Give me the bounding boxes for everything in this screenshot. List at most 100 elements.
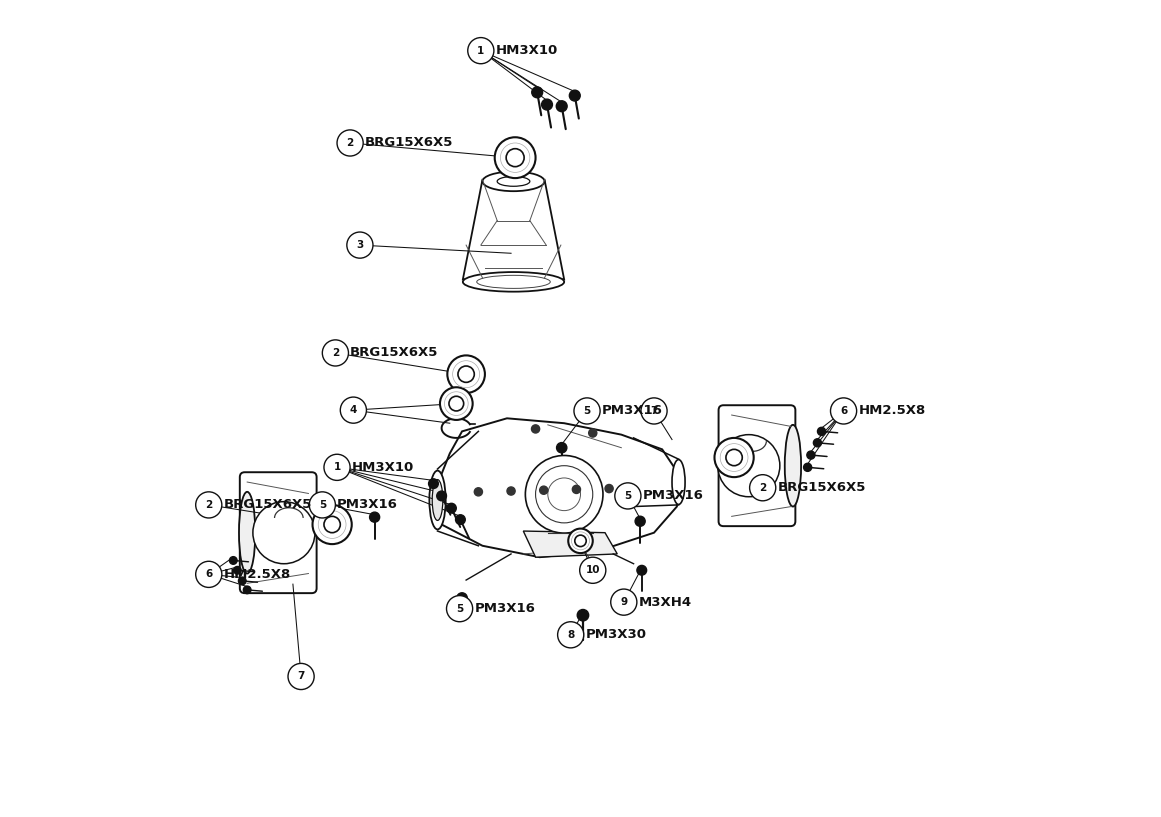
Text: PM3X16: PM3X16 [475,602,535,615]
Circle shape [556,443,567,453]
Circle shape [233,566,241,574]
Text: 1: 1 [477,46,484,56]
Circle shape [577,609,589,621]
Circle shape [541,99,553,110]
Circle shape [726,449,742,466]
Text: 2: 2 [759,483,766,493]
Circle shape [556,100,567,112]
Circle shape [347,232,373,258]
Ellipse shape [672,459,685,504]
Circle shape [532,425,540,433]
Text: BRG15X6X5: BRG15X6X5 [778,481,866,494]
Ellipse shape [785,425,801,507]
Circle shape [337,130,363,156]
Text: BRG15X6X5: BRG15X6X5 [223,498,312,511]
Circle shape [750,475,776,501]
Circle shape [196,561,222,587]
Circle shape [579,557,606,583]
Circle shape [495,137,535,178]
Polygon shape [463,180,564,279]
Circle shape [568,529,593,553]
Circle shape [589,429,597,437]
Text: BRG15X6X5: BRG15X6X5 [365,136,453,150]
Text: PM3X16: PM3X16 [337,498,398,511]
Circle shape [468,38,493,64]
Ellipse shape [432,480,442,520]
Circle shape [635,516,646,526]
Ellipse shape [463,272,564,292]
Text: PM3X16: PM3X16 [642,489,704,502]
Circle shape [637,565,647,575]
Text: 6: 6 [839,406,848,416]
FancyBboxPatch shape [719,405,795,526]
Text: PM3X30: PM3X30 [585,628,647,641]
Circle shape [288,663,315,690]
Circle shape [447,596,473,622]
Circle shape [238,577,246,585]
Circle shape [817,427,825,435]
Circle shape [572,485,580,493]
Text: 8: 8 [567,630,575,640]
Text: 1: 1 [333,462,340,472]
Circle shape [506,149,524,167]
Circle shape [641,398,668,424]
Text: HM2.5X8: HM2.5X8 [858,404,925,417]
Circle shape [814,439,822,447]
Text: 9: 9 [620,597,627,607]
Circle shape [447,355,485,393]
Circle shape [717,435,780,497]
Circle shape [575,535,586,547]
Text: 5: 5 [456,604,463,614]
Circle shape [611,589,637,615]
Circle shape [324,516,340,533]
Circle shape [605,484,613,493]
Circle shape [244,586,251,594]
Circle shape [540,486,548,494]
Text: 2: 2 [332,348,339,358]
Circle shape [340,397,367,423]
Circle shape [449,396,463,411]
Circle shape [253,502,315,564]
Circle shape [574,398,600,424]
Circle shape [230,556,237,565]
Circle shape [456,593,467,603]
Circle shape [324,454,351,480]
Circle shape [807,451,815,459]
Text: HM3X10: HM3X10 [352,461,414,474]
Polygon shape [435,418,678,557]
Text: 2: 2 [346,138,354,148]
Circle shape [569,90,580,101]
Circle shape [457,366,475,382]
Circle shape [507,487,515,495]
Circle shape [369,512,380,522]
Circle shape [312,505,352,544]
Ellipse shape [483,172,545,191]
Text: 10: 10 [585,565,600,575]
Circle shape [557,622,584,648]
Text: 6: 6 [205,569,212,579]
Ellipse shape [430,471,446,529]
Ellipse shape [525,456,603,534]
Circle shape [830,398,857,424]
Circle shape [532,87,542,98]
Polygon shape [524,531,618,557]
Text: 5: 5 [319,500,326,510]
Text: 3: 3 [356,240,363,250]
Text: 4: 4 [349,405,358,415]
Text: 2: 2 [205,500,212,510]
FancyBboxPatch shape [240,472,317,593]
Circle shape [455,515,466,525]
Text: HM3X10: HM3X10 [496,44,557,57]
Circle shape [615,483,641,509]
Circle shape [428,479,439,489]
Text: PM3X16: PM3X16 [601,404,663,417]
Circle shape [440,387,473,420]
Circle shape [437,491,447,501]
Text: 7: 7 [650,406,658,416]
Circle shape [447,503,456,513]
Ellipse shape [497,176,529,186]
Circle shape [803,463,812,471]
Text: HM2.5X8: HM2.5X8 [223,568,290,581]
Circle shape [714,438,753,477]
Circle shape [323,340,348,366]
